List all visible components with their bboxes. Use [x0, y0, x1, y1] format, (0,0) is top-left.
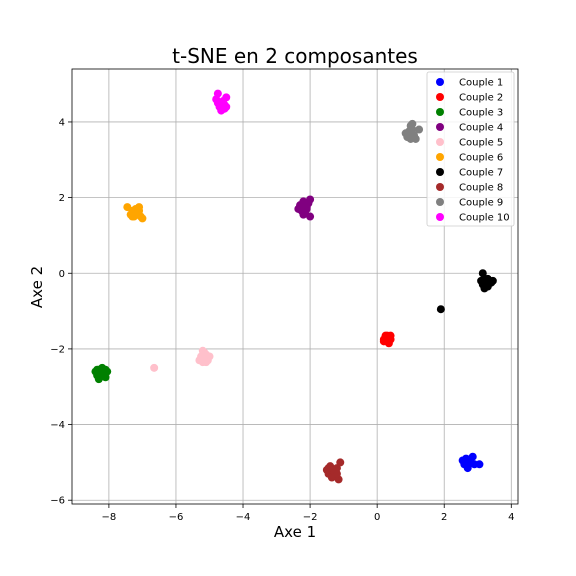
data-point — [482, 280, 491, 289]
x-tick-label: 0 — [374, 512, 380, 523]
y-tick-label: 4 — [59, 117, 65, 128]
data-point — [128, 212, 137, 221]
series-group — [322, 458, 345, 484]
legend-label: Couple 2 — [459, 93, 503, 104]
data-point — [415, 125, 424, 134]
series-group — [212, 89, 231, 115]
x-tick-label: −6 — [169, 512, 184, 523]
data-point — [436, 305, 445, 314]
y-axis-label: Axe 2 — [28, 266, 46, 308]
grid — [72, 69, 518, 504]
plot-frame — [71, 68, 519, 505]
legend-label: Couple 9 — [459, 198, 503, 209]
y-tick-label: −6 — [50, 496, 65, 507]
data-point — [405, 131, 414, 140]
legend-label: Couple 8 — [459, 183, 503, 194]
legend-marker — [436, 138, 444, 146]
series-group — [458, 452, 484, 473]
legend-label: Couple 7 — [459, 168, 503, 179]
legend-label: Couple 6 — [459, 153, 503, 164]
legend-marker — [436, 78, 444, 86]
data-point — [220, 104, 229, 113]
data-point — [306, 212, 315, 221]
series-group — [401, 119, 424, 143]
data-point — [200, 348, 209, 357]
series-group — [379, 331, 395, 348]
legend-marker — [436, 123, 444, 131]
legend-label: Couple 10 — [459, 213, 510, 224]
legend-label: Couple 1 — [459, 78, 503, 89]
x-tick-label: −4 — [236, 512, 251, 523]
x-tick-label: −8 — [102, 512, 117, 523]
series-group — [150, 346, 214, 372]
data-point — [336, 458, 345, 467]
data-point — [150, 363, 159, 372]
data-point — [297, 201, 306, 210]
series-group — [294, 195, 315, 221]
x-axis-label: Axe 1 — [274, 523, 316, 541]
legend-marker — [436, 108, 444, 116]
series-group — [91, 363, 112, 384]
legend-marker — [436, 168, 444, 176]
y-tick-label: 0 — [59, 269, 65, 280]
series-group — [436, 269, 497, 314]
data-point — [386, 331, 395, 340]
legend-marker — [436, 183, 444, 191]
data-point — [324, 464, 333, 473]
data-point — [135, 206, 144, 215]
legend-marker — [436, 153, 444, 161]
scatter-points — [91, 89, 497, 484]
legend: Couple 1 Couple 2 Couple 3 Couple 4 Couple 5… — [426, 71, 515, 227]
data-point — [478, 269, 487, 278]
data-point — [475, 460, 484, 469]
data-point — [213, 89, 222, 98]
chart-title: t-SNE en 2 composantes — [172, 44, 418, 68]
legend-label: Couple 3 — [459, 108, 503, 119]
data-point — [197, 356, 206, 365]
legend-box — [426, 71, 515, 227]
x-tick-label: 4 — [508, 512, 514, 523]
legend-marker — [436, 198, 444, 206]
data-point — [411, 134, 420, 143]
y-tick-label: −2 — [50, 344, 65, 355]
x-tick-label: 2 — [441, 512, 447, 523]
data-point — [138, 214, 147, 223]
y-tick-label: −4 — [50, 420, 65, 431]
data-point — [93, 365, 102, 374]
data-point — [460, 456, 469, 465]
legend-marker — [436, 213, 444, 221]
legend-label: Couple 4 — [459, 123, 503, 134]
legend-marker — [436, 93, 444, 101]
axis-ticks: −8 −6 −4 −2 0 2 4 −6 −4 −2 0 2 4 — [50, 117, 514, 523]
y-tick-label: 2 — [59, 193, 65, 204]
data-point — [306, 195, 315, 204]
legend-label: Couple 5 — [459, 138, 503, 149]
series-group — [123, 203, 147, 223]
data-point — [222, 93, 231, 102]
data-point — [408, 119, 417, 128]
x-tick-label: −2 — [303, 512, 318, 523]
